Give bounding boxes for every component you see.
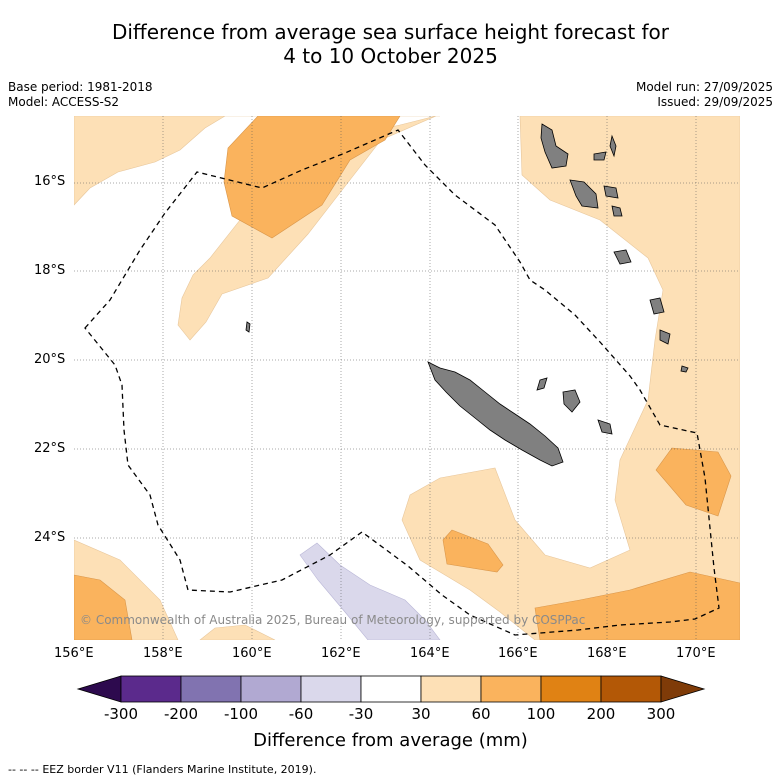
vanuatu-santo [540,123,569,169]
lon-label-160e: 160°E [232,646,272,661]
anomaly-high-southwest [74,574,133,640]
loyalty-island-3 [536,377,548,391]
loyalty-island-2 [597,419,613,435]
colorbar-tick: 30 [411,705,431,723]
colorbar-tick: 200 [586,705,616,723]
copyright-credit: © Commonwealth of Australia 2025, Bureau… [80,613,586,627]
lon-label-156e: 156°E [54,646,94,661]
colorbar [76,675,706,703]
anomaly-region-east [401,116,740,640]
lon-label-164e: 164°E [410,646,450,661]
meta-right: Model run: 27/09/2025 Issued: 29/09/2025 [636,80,773,110]
colorbar-tick: -300 [103,705,139,723]
vanuatu-pentecost [609,134,617,158]
model-name: Model: ACCESS-S2 [8,95,120,109]
colorbar-tick: 300 [646,705,676,723]
lat-label-16s: 16°S [34,174,66,189]
chesterfield-islet [245,321,251,333]
lat-label-24s: 24°S [34,530,66,545]
anomaly-high-east [655,447,732,517]
colorbar-seg-5 [360,675,422,703]
colorbar-tick: 100 [526,705,556,723]
model-run: Model run: 27/09/2025 [635,80,773,94]
lat-label-22s: 22°S [34,441,66,456]
anomaly-high-south [442,529,504,573]
vanuatu-erromango [649,297,665,315]
anomaly-high-north [223,116,401,239]
vanuatu-efate [613,249,632,265]
anomaly-high-southeast [534,571,740,640]
eez-border [84,129,720,636]
colorbar-seg-7 [480,675,542,703]
issued-date: Issued: 29/09/2025 [657,95,773,109]
lat-label-18s: 18°S [34,263,66,278]
lon-label-170e: 170°E [676,646,716,661]
title-line-2: 4 to 10 October 2025 [283,44,498,68]
colorbar-tick: 60 [471,705,491,723]
lon-label-168e: 168°E [587,646,627,661]
colorbar-tick: -100 [223,705,259,723]
colorbar-seg-8 [540,675,602,703]
colorbar-extend-low [76,675,122,703]
colorbar-seg-9 [600,675,662,703]
colorbar-tick: -200 [163,705,199,723]
vanuatu-epi [603,185,619,199]
colorbar-seg-2 [180,675,242,703]
vanuatu-aneityum [680,365,689,373]
new-caledonia-mainland [427,361,564,467]
lat-label-20s: 20°S [34,352,66,367]
colorbar-seg-3 [240,675,302,703]
eez-legend-label: EEZ border V11 (Flanders Marine Institut… [42,763,317,776]
vanuatu-ambrym [593,151,607,161]
colorbar-tick: -60 [288,705,314,723]
anomaly-negative-south [299,542,441,640]
colorbar-title: Difference from average (mm) [253,730,528,751]
vanuatu-shepherds [611,205,623,217]
vanuatu-tanna [659,329,671,345]
lon-label-162e: 162°E [321,646,361,661]
vanuatu-malakula [569,179,599,209]
colorbar-seg-6 [420,675,482,703]
eez-legend-symbol: -- -- -- [8,763,39,776]
eez-legend: -- -- -- EEZ border V11 (Flanders Marine… [8,763,316,776]
base-period: Base period: 1981-2018 [8,80,153,94]
lon-label-158e: 158°E [143,646,183,661]
colorbar-seg-4 [300,675,362,703]
anomaly-region-south-center [199,624,276,640]
colorbar-seg-1 [120,675,182,703]
gridlines [74,116,740,640]
map-area [74,116,740,640]
title-line-1: Difference from average sea surface heig… [111,20,670,44]
landmass [245,123,689,467]
colorbar-tick: -30 [348,705,374,723]
lon-label-166e: 166°E [498,646,538,661]
colorbar-extend-high [660,675,706,703]
meta-left: Base period: 1981-2018 Model: ACCESS-S2 [8,80,153,110]
loyalty-island-1 [562,389,581,413]
